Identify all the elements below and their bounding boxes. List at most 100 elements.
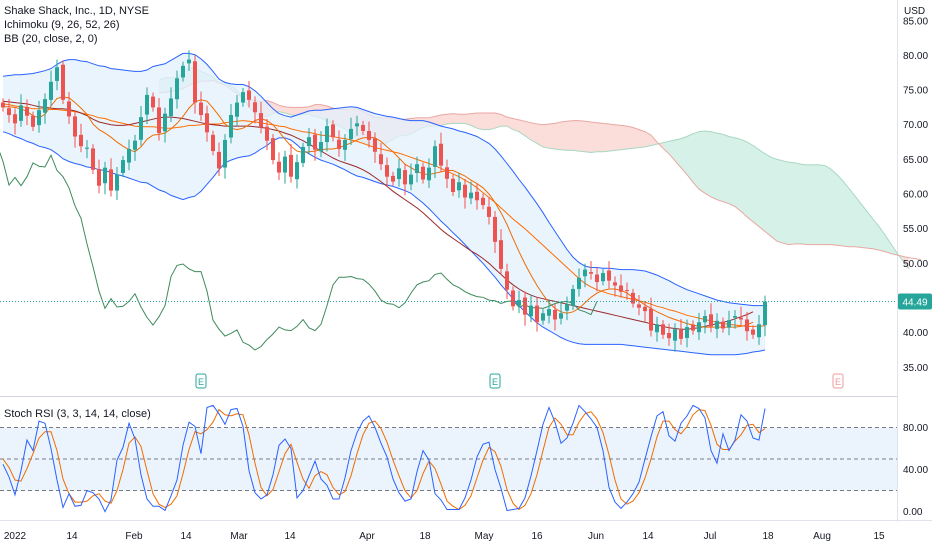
cloud-segment xyxy=(537,124,543,147)
ichimoku-legend[interactable]: Ichimoku (9, 26, 52, 26) xyxy=(4,19,120,31)
time-tick-label: 15 xyxy=(873,531,885,542)
time-tick-label: Apr xyxy=(359,531,375,542)
cloud-segment xyxy=(531,122,537,144)
symbol-title[interactable]: Shake Shack, Inc., 1D, NYSE xyxy=(4,5,149,17)
cloud-segment xyxy=(609,124,615,152)
candle-body xyxy=(427,167,431,181)
stoch-tick-label: 80.00 xyxy=(903,423,928,434)
candle-body xyxy=(325,126,329,143)
candle xyxy=(589,260,593,280)
candle-body xyxy=(625,290,629,292)
candle xyxy=(109,158,113,197)
candle xyxy=(445,159,449,189)
candle xyxy=(307,127,311,154)
cloud-segment xyxy=(459,114,465,124)
candle-body xyxy=(13,114,17,124)
candle xyxy=(157,98,161,141)
candle-body xyxy=(631,292,635,304)
cloud-segment xyxy=(585,121,591,153)
candle-body xyxy=(277,161,281,173)
cloud-segment xyxy=(513,118,519,132)
cloud-segment xyxy=(555,121,561,150)
candle-body xyxy=(187,59,191,64)
candle-body xyxy=(493,216,497,242)
candle-body xyxy=(589,272,593,274)
cloud-segment xyxy=(825,165,831,245)
candle xyxy=(511,286,515,311)
candle xyxy=(619,274,623,298)
price-tick-label: 65.00 xyxy=(903,155,928,166)
candlesticks xyxy=(1,50,767,352)
candle xyxy=(163,107,167,143)
cloud-segment xyxy=(777,159,783,244)
cloud-segment xyxy=(285,106,291,116)
cloud-segment xyxy=(837,174,843,247)
candle-body xyxy=(301,146,305,163)
time-axis: 2022 14 Feb 14 Mar 14 Apr 18 May 16 Jun 14 Jul 18 Aug 1… xyxy=(4,531,885,542)
stoch-legend: Stoch RSI (3, 3, 14, 14, close) xyxy=(4,407,151,421)
candle xyxy=(553,304,557,331)
candle xyxy=(367,121,371,148)
candle xyxy=(691,320,695,335)
cloud-segment xyxy=(681,136,687,175)
span-b-line xyxy=(158,79,922,261)
earnings-letter: E xyxy=(492,377,498,387)
candle xyxy=(199,91,203,121)
candle-body xyxy=(481,197,485,206)
candle xyxy=(505,263,509,300)
candle xyxy=(355,115,359,136)
cloud-segment xyxy=(597,122,603,152)
candle xyxy=(631,288,635,308)
candle-body xyxy=(115,174,119,191)
candle xyxy=(193,55,197,114)
candle-body xyxy=(217,151,221,169)
candle-body xyxy=(169,98,173,117)
candle-body xyxy=(739,317,743,320)
candle-body xyxy=(313,134,317,150)
candle-body xyxy=(679,329,683,339)
candle-body xyxy=(613,282,617,286)
candle-body xyxy=(673,329,677,341)
cloud-segment xyxy=(693,131,699,190)
candle xyxy=(31,111,35,131)
time-tick-label: 18 xyxy=(762,531,774,542)
candle xyxy=(565,296,569,321)
candle xyxy=(259,102,263,134)
time-tick-label: Jul xyxy=(704,531,717,542)
candle xyxy=(529,294,533,323)
candle xyxy=(655,316,659,342)
candle-body xyxy=(157,107,161,134)
cloud-segment xyxy=(735,137,741,212)
candle xyxy=(559,302,563,325)
cloud-segment xyxy=(579,120,585,152)
candle-body xyxy=(697,322,701,333)
candle xyxy=(337,130,341,157)
candle xyxy=(271,134,275,165)
time-tick-label: 14 xyxy=(284,531,296,542)
candle xyxy=(7,98,11,123)
cloud-segment xyxy=(789,162,795,245)
cloud-segment xyxy=(819,164,825,245)
candle-body xyxy=(745,319,749,332)
bollinger-legend[interactable]: BB (20, close, 2, 0) xyxy=(4,33,98,45)
candle-body xyxy=(361,125,365,131)
candle xyxy=(577,268,581,297)
candle-body xyxy=(253,102,257,113)
cloud-segment xyxy=(879,226,885,252)
last-price-badge xyxy=(898,293,932,310)
candle-body xyxy=(469,192,473,199)
cloud-segment xyxy=(711,131,717,200)
candle-body xyxy=(91,148,95,170)
stoch-rsi-title[interactable]: Stoch RSI (3, 3, 14, 14, close) xyxy=(4,408,151,420)
candle xyxy=(301,142,305,168)
stoch-k-line xyxy=(2,404,766,513)
stoch-tick-label: 0.00 xyxy=(903,507,923,518)
candle-body xyxy=(79,134,83,147)
candle-body xyxy=(721,321,725,329)
cloud-segment xyxy=(831,169,837,246)
candle-body xyxy=(385,165,389,177)
cloud-segment xyxy=(627,126,633,149)
candle xyxy=(133,134,137,161)
candle-body xyxy=(19,105,23,121)
